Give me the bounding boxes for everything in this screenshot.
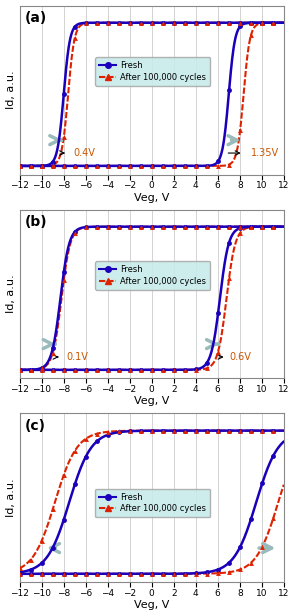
Text: 0.4V: 0.4V bbox=[74, 148, 96, 158]
Y-axis label: Id, a.u.: Id, a.u. bbox=[6, 275, 16, 314]
Legend: Fresh, After 100,000 cycles: Fresh, After 100,000 cycles bbox=[95, 57, 210, 86]
Text: (c): (c) bbox=[25, 418, 46, 432]
Text: 0.6V: 0.6V bbox=[230, 352, 252, 362]
X-axis label: Veg, V: Veg, V bbox=[134, 193, 169, 203]
Legend: Fresh, After 100,000 cycles: Fresh, After 100,000 cycles bbox=[95, 488, 210, 517]
Text: (a): (a) bbox=[25, 10, 47, 25]
Legend: Fresh, After 100,000 cycles: Fresh, After 100,000 cycles bbox=[95, 261, 210, 290]
Y-axis label: Id, a.u.: Id, a.u. bbox=[6, 479, 16, 517]
Text: (b): (b) bbox=[25, 214, 47, 229]
Text: 0.1V: 0.1V bbox=[66, 352, 88, 362]
X-axis label: Veg, V: Veg, V bbox=[134, 397, 169, 407]
X-axis label: Veg, V: Veg, V bbox=[134, 601, 169, 610]
Y-axis label: Id, a.u.: Id, a.u. bbox=[6, 71, 16, 110]
Text: 1.35V: 1.35V bbox=[251, 148, 279, 158]
